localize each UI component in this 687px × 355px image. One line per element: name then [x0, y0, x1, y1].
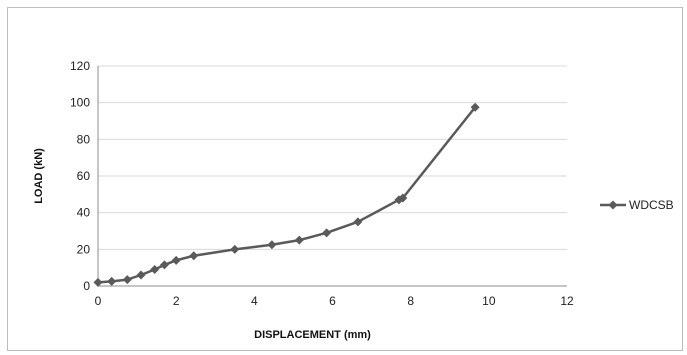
data-point-marker	[353, 217, 363, 227]
y-tick-label: 120	[70, 59, 90, 73]
y-tick-label: 60	[77, 169, 91, 183]
data-point-marker	[267, 240, 277, 250]
y-axis-title: LOAD (kN)	[33, 148, 45, 204]
legend-label: WDCSB	[629, 198, 674, 212]
grid-lines	[98, 65, 567, 250]
data-point-marker	[159, 260, 169, 270]
series-line-wdcsb	[97, 106, 477, 284]
x-axis-title: DISPLACEMENT (mm)	[254, 329, 371, 341]
data-point-marker	[189, 251, 199, 261]
data-point-marker	[150, 265, 160, 274]
data-point-marker	[171, 255, 181, 265]
x-tick-label: 2	[173, 294, 180, 308]
y-tick-label: 0	[83, 279, 90, 293]
data-point-marker	[294, 235, 304, 245]
y-tick-label: 100	[70, 96, 90, 110]
data-point-marker	[122, 275, 132, 285]
data-point-marker	[107, 276, 117, 286]
y-tick-label: 80	[77, 132, 91, 146]
x-tick-label: 10	[482, 294, 496, 308]
chart-frame	[7, 7, 683, 351]
data-point-marker	[93, 277, 103, 287]
x-tick-label: 4	[251, 294, 258, 308]
data-point-marker	[398, 193, 408, 203]
data-point-marker	[136, 270, 146, 280]
x-tick-label: 6	[329, 294, 336, 308]
data-point-marker	[470, 102, 480, 112]
x-tick-label: 0	[95, 294, 102, 308]
axes	[97, 66, 567, 287]
x-tick-label: 8	[407, 294, 414, 308]
y-tick-label: 20	[77, 242, 91, 256]
legend-diamond-marker	[608, 200, 618, 210]
y-tick-label: 40	[77, 206, 91, 220]
data-point-marker	[322, 228, 332, 238]
x-tick-label: 12	[560, 294, 574, 308]
legend: WDCSB	[600, 198, 674, 212]
tick-labels: 0 20 40 60 80 100 120 0 2 4 6 8 10 12	[70, 59, 574, 308]
data-point-marker	[230, 244, 240, 254]
series	[93, 102, 480, 287]
